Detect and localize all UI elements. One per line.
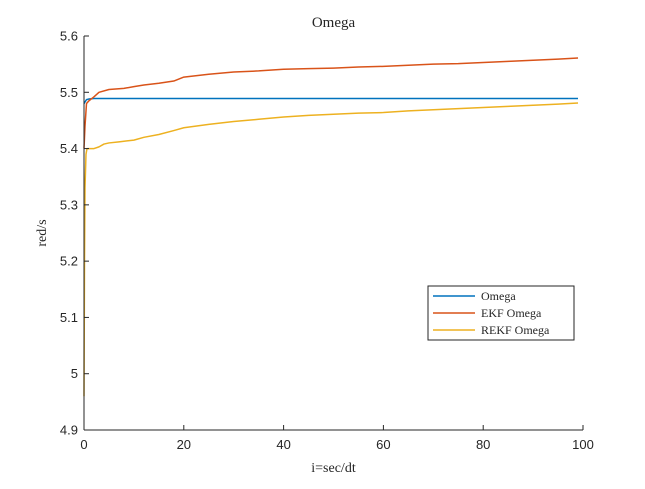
x-tick-label: 60 [376,437,390,452]
x-tick-label: 40 [276,437,290,452]
legend-label-omega: Omega [481,289,516,303]
series-layer [83,57,579,397]
y-axis-ticks: 4.9 5 5.1 5.2 5.3 5.4 5.5 5.6 [60,29,89,438]
series-line-ekf-omega [83,57,579,149]
legend-label-rekf-omega: REKF Omega [481,323,550,337]
x-tick-label: 100 [572,437,594,452]
y-tick-label: 5.2 [60,254,78,269]
chart-title: Omega [312,15,356,31]
series-line-omega [83,97,579,104]
y-tick-label: 5 [71,366,78,381]
plot-area [84,36,583,430]
y-tick-label: 5.3 [60,197,78,212]
y-tick-label: 5.1 [60,310,78,325]
legend-label-ekf-omega: EKF Omega [481,306,542,320]
y-axis-label: red/s [35,219,50,246]
y-tick-label: 5.5 [60,85,78,100]
y-tick-label: 4.9 [60,423,78,438]
x-tick-label: 20 [177,437,191,452]
x-tick-label: 80 [476,437,490,452]
y-tick-label: 5.4 [60,141,78,156]
series-line-rekf-omega [83,102,579,397]
x-axis-label: i=sec/dt [311,461,356,476]
legend: Omega EKF Omega REKF Omega [427,285,575,341]
y-tick-label: 5.6 [60,29,78,44]
axes-layer [83,36,583,431]
x-axis-ticks: 0 20 40 60 80 100 [80,425,594,452]
x-tick-label: 0 [80,437,87,452]
